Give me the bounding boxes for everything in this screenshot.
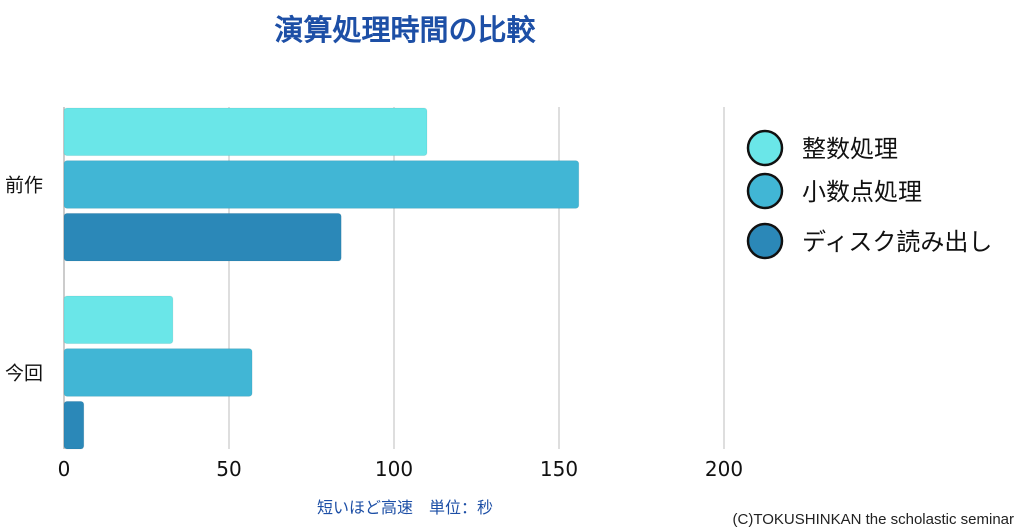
- bar-1-2: [63, 295, 174, 345]
- legend-label: 整数処理: [802, 135, 898, 163]
- legend-label: 小数点処理: [802, 178, 922, 206]
- bar-2-1: [63, 160, 580, 209]
- bar-3-2: [63, 400, 85, 450]
- copyright: (C)TOKUSHINKAN the scholastic seminar: [733, 511, 1014, 528]
- category-label: 今回: [5, 363, 43, 385]
- legend-marker: [746, 172, 784, 210]
- x-tick-label: 0: [58, 457, 71, 481]
- x-tick-label: 100: [375, 457, 413, 481]
- legend-marker: [746, 129, 784, 167]
- legend-marker: [746, 222, 784, 260]
- x-tick-label: 200: [705, 457, 743, 481]
- legend-label: ディスク読み出し: [802, 228, 992, 256]
- x-tick-label: 150: [540, 457, 578, 481]
- bar-1-1: [63, 107, 428, 157]
- bar-2-2: [63, 348, 253, 397]
- bar-3-1: [63, 212, 342, 262]
- chart-title: 演算処理時間の比較: [274, 13, 536, 47]
- x-tick-label: 50: [216, 457, 241, 481]
- category-label: 前作: [5, 175, 43, 197]
- x-axis-label: 短いほど高速 単位：秒: [317, 498, 493, 517]
